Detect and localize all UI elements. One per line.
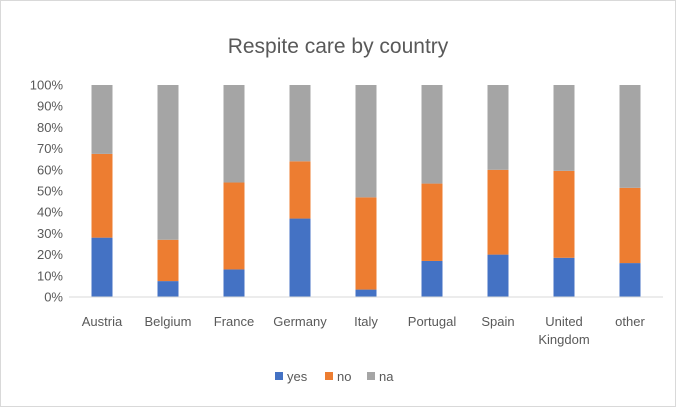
bar-segment-na [355, 85, 377, 198]
bar-segment-yes [487, 254, 509, 297]
legend-label-no: no [337, 369, 351, 384]
bar-segment-yes [91, 237, 113, 297]
x-tick-label: Belgium [145, 314, 192, 329]
bars-group [91, 85, 641, 297]
legend-swatch-na [367, 372, 375, 380]
x-tick-label: Portugal [408, 314, 457, 329]
bar-segment-na [421, 85, 443, 184]
bar-segment-yes [421, 260, 443, 297]
x-tick-label: Austria [82, 314, 123, 329]
legend-swatch-yes [275, 372, 283, 380]
y-tick-label: 60% [37, 162, 63, 177]
y-tick-label: 0% [44, 290, 63, 305]
x-tick-label: Kingdom [538, 332, 589, 347]
y-tick-label: 90% [37, 99, 63, 114]
bar-segment-no [223, 182, 245, 270]
chart-title: Respite care by country [228, 35, 449, 58]
bar-segment-na [619, 85, 641, 188]
y-tick-label: 30% [37, 226, 63, 241]
x-tick-label: Germany [273, 314, 327, 329]
bar-segment-yes [355, 289, 377, 297]
y-tick-label: 20% [37, 247, 63, 262]
y-tick-label: 50% [37, 184, 63, 199]
x-tick-label: France [214, 314, 254, 329]
x-tick-label: other [615, 314, 645, 329]
bar-segment-yes [619, 263, 641, 297]
y-tick-label: 70% [37, 141, 63, 156]
y-tick-label: 80% [37, 120, 63, 135]
bar-segment-na [223, 85, 245, 183]
y-axis: 0% 10% 20% 30% 40% 50% 60% 70% 80% 90% 100% [30, 78, 64, 305]
bar-segment-no [157, 239, 179, 282]
bar-segment-na [157, 85, 179, 240]
x-tick-label: Spain [481, 314, 514, 329]
bar-segment-no [91, 153, 113, 238]
bar-segment-yes [553, 257, 575, 297]
bar-segment-no [487, 169, 509, 255]
legend: yes no na [275, 369, 394, 384]
bar-segment-na [91, 85, 113, 154]
bar-segment-no [553, 170, 575, 258]
bar-segment-yes [223, 269, 245, 297]
bar-segment-yes [289, 218, 311, 297]
bar-segment-na [289, 85, 311, 162]
y-tick-label: 40% [37, 205, 63, 220]
bar-segment-no [355, 197, 377, 290]
bar-segment-no [421, 183, 443, 261]
bar-segment-na [487, 85, 509, 170]
bar-segment-no [619, 187, 641, 264]
bar-segment-na [553, 85, 575, 171]
x-axis: Austria Belgium France Germany Italy Portugal… [82, 314, 646, 347]
legend-label-na: na [379, 369, 394, 384]
legend-label-yes: yes [287, 369, 308, 384]
bar-segment-yes [157, 281, 179, 297]
x-tick-label: United [545, 314, 583, 329]
bar-segment-no [289, 161, 311, 219]
x-tick-label: Italy [354, 314, 378, 329]
legend-swatch-no [325, 372, 333, 380]
y-tick-label: 10% [37, 268, 63, 283]
y-tick-label: 100% [30, 78, 64, 93]
